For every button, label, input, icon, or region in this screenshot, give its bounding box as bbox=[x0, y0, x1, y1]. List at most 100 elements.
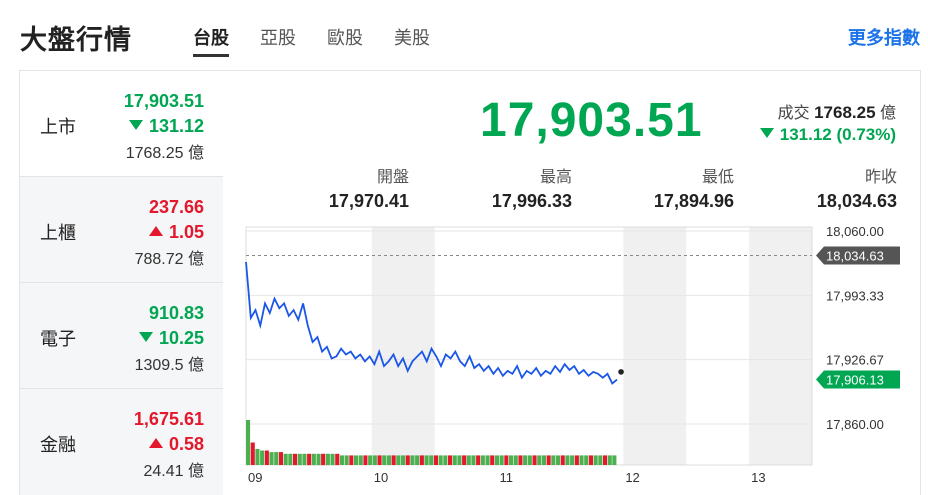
tab-taiwan[interactable]: 台股 bbox=[193, 24, 229, 57]
volume-bar bbox=[311, 453, 316, 466]
volume-bar bbox=[574, 455, 579, 465]
volume-bar bbox=[593, 455, 598, 465]
volume-bar bbox=[541, 455, 546, 465]
sidebar-item-change-value: 1.05 bbox=[168, 222, 204, 242]
market-panel: 上市 17,903.51 131.12 1768.25 億 上櫃 237.66 … bbox=[19, 70, 921, 495]
volume-bar bbox=[358, 455, 363, 465]
stat-label: 昨收 bbox=[864, 169, 897, 186]
sidebar-item-label: 上櫃 bbox=[40, 223, 76, 243]
volume-bar bbox=[335, 453, 340, 466]
sidebar-item-price: 910.83 bbox=[148, 303, 204, 323]
stat-label: 最高 bbox=[539, 169, 572, 186]
volume-bar bbox=[410, 455, 415, 465]
volume-bar bbox=[396, 455, 401, 465]
x-tick-label: 11 bbox=[500, 470, 514, 485]
stat-open: 開盤 17,970.41 bbox=[269, 163, 409, 212]
sidebar-item-price: 1,675.61 bbox=[133, 409, 204, 429]
trade-volume-label: 成交 bbox=[777, 105, 810, 122]
volume-bar bbox=[330, 453, 335, 466]
market-tabs: 台股 亞股 歐股 美股 bbox=[193, 24, 461, 57]
more-indices-link[interactable]: 更多指數 bbox=[848, 28, 920, 48]
volume-bar bbox=[537, 455, 542, 465]
stat-value: 17,996.33 bbox=[491, 191, 572, 211]
trade-volume-value: 1768.25 bbox=[814, 103, 876, 122]
index-line bbox=[245, 261, 618, 385]
volume-bar bbox=[382, 455, 387, 465]
sidebar-item-price: 17,903.51 bbox=[123, 91, 204, 111]
volume-bar bbox=[546, 455, 551, 465]
volume-bar bbox=[386, 455, 391, 465]
sidebar-item-otc[interactable]: 上櫃 237.66 1.05 788.72 億 bbox=[20, 177, 223, 283]
volume-bar bbox=[480, 455, 485, 465]
volume-bar bbox=[415, 455, 420, 465]
sidebar-item-change: 0.58 bbox=[148, 434, 204, 455]
tab-europe[interactable]: 歐股 bbox=[327, 28, 363, 48]
volume-bar bbox=[457, 455, 462, 465]
volume-bar bbox=[433, 455, 438, 465]
volume-bar bbox=[556, 455, 561, 465]
volume-bar bbox=[509, 455, 514, 465]
sidebar-item-change-value: 131.12 bbox=[148, 116, 204, 136]
stat-value: 17,970.41 bbox=[328, 191, 409, 211]
volume-bar bbox=[612, 455, 617, 465]
triangle-up-icon bbox=[148, 438, 163, 448]
tab-us[interactable]: 美股 bbox=[394, 28, 430, 48]
index-change-value: 131.12 (0.73%) bbox=[779, 125, 896, 144]
sidebar-item-change: 10.25 bbox=[138, 328, 204, 349]
tab-asia[interactable]: 亞股 bbox=[260, 28, 296, 48]
volume-bar bbox=[288, 453, 293, 466]
stat-low: 最低 17,894.96 bbox=[594, 163, 734, 212]
volume-bar bbox=[452, 455, 457, 465]
volume-bar bbox=[570, 455, 575, 465]
volume-bar bbox=[372, 455, 377, 465]
volume-bar bbox=[246, 420, 251, 465]
volume-bar bbox=[264, 450, 269, 465]
current-price-tag bbox=[816, 370, 900, 389]
volume-bar bbox=[565, 455, 570, 465]
volume-bar bbox=[551, 455, 556, 465]
trade-volume-unit: 億 bbox=[879, 105, 896, 122]
volume-bar bbox=[339, 455, 344, 465]
header: 大盤行情 台股 亞股 歐股 美股 更多指數 bbox=[0, 0, 928, 62]
last-point-marker bbox=[618, 369, 624, 375]
stat-value: 18,034.63 bbox=[816, 191, 897, 211]
sidebar-item-finance[interactable]: 金融 1,675.61 0.58 24.41 億 bbox=[20, 389, 223, 495]
prev-close-tag bbox=[816, 246, 900, 265]
volume-bar bbox=[250, 442, 255, 465]
volume-bar bbox=[321, 453, 326, 466]
volume-bar bbox=[316, 453, 321, 466]
sidebar-item-change-value: 10.25 bbox=[158, 328, 204, 348]
x-tick-label: 13 bbox=[751, 470, 765, 485]
sidebar-item-electronics[interactable]: 電子 910.83 10.25 1309.5 億 bbox=[20, 283, 223, 389]
volume-bar bbox=[603, 455, 608, 465]
hour-band bbox=[371, 227, 435, 465]
sidebar-item-listed[interactable]: 上市 17,903.51 131.12 1768.25 億 bbox=[20, 71, 223, 177]
hour-band bbox=[749, 227, 812, 465]
sidebar-item-label: 電子 bbox=[40, 329, 76, 349]
page-title: 大盤行情 bbox=[20, 25, 132, 55]
volume-bar bbox=[607, 455, 612, 465]
volume-bar bbox=[466, 455, 471, 465]
chart-frame bbox=[245, 226, 813, 466]
volume-bar bbox=[297, 453, 302, 466]
volume-bar bbox=[325, 453, 330, 466]
volume-bar bbox=[274, 452, 279, 465]
volume-bar bbox=[283, 453, 288, 466]
sidebar-item-volume: 788.72 億 bbox=[134, 251, 204, 268]
volume-bar bbox=[405, 455, 410, 465]
volume-bar bbox=[462, 455, 467, 465]
volume-bar bbox=[443, 455, 448, 465]
index-change: 131.12 (0.73%) bbox=[759, 125, 896, 145]
sidebar-item-volume: 1768.25 億 bbox=[125, 145, 204, 162]
y-tick-label: 17,860.00 bbox=[826, 417, 884, 432]
hour-band bbox=[623, 227, 687, 465]
index-price: 17,903.51 bbox=[480, 94, 703, 147]
stat-label: 開盤 bbox=[376, 169, 409, 186]
x-tick-label: 12 bbox=[625, 470, 639, 485]
volume-bar bbox=[532, 455, 537, 465]
volume-bar bbox=[278, 452, 283, 465]
volume-bar bbox=[579, 455, 584, 465]
volume-bar bbox=[513, 455, 518, 465]
volume-bar bbox=[499, 455, 504, 465]
